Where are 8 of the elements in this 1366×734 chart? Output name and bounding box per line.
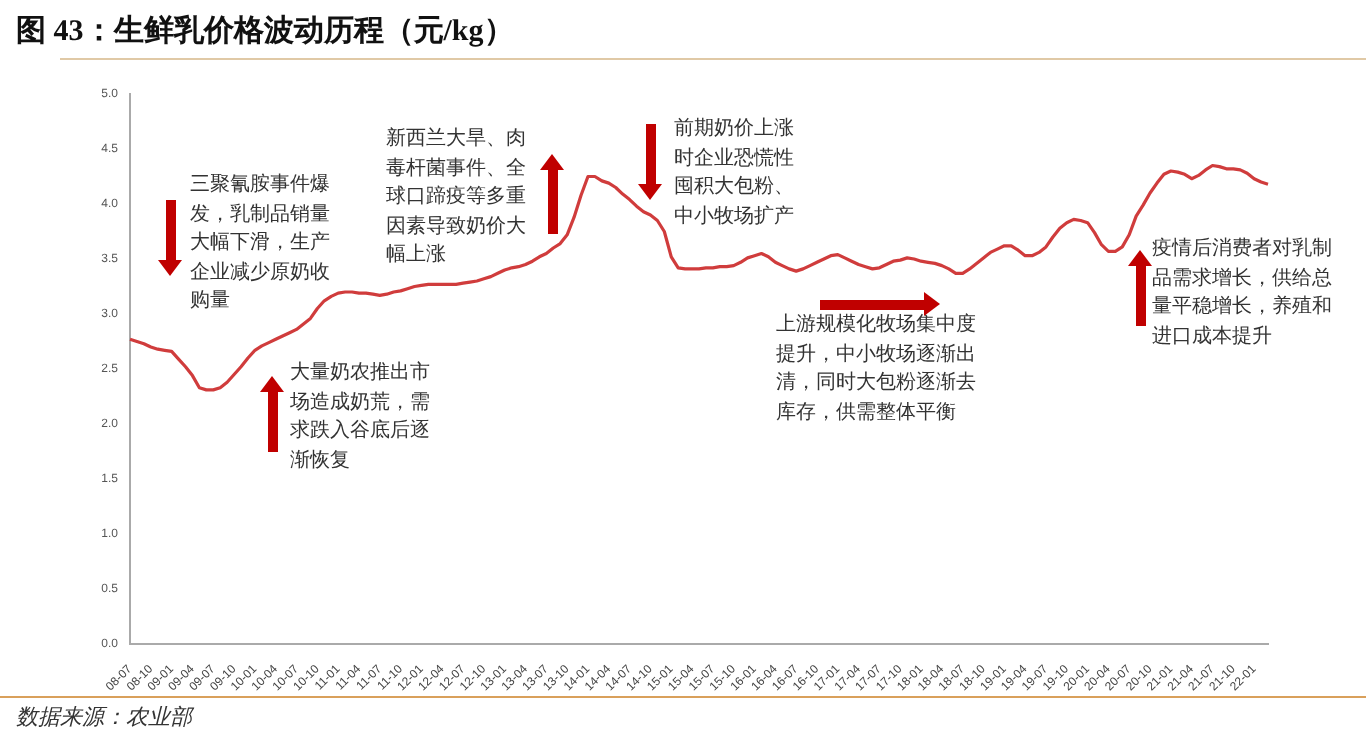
chart-title: 图 43：生鲜乳价格波动历程（元/kg）	[16, 12, 514, 50]
annotation: 前期奶价上涨时企业恐慌性囤积大包粉、中小牧场扩产	[674, 116, 796, 231]
annotation: 疫情后消费者对乳制品需求增长，供给总量平稳增长，养殖和进口成本提升	[1152, 236, 1334, 351]
annotation: 大量奶农推出市场造成奶荒，需求跌入谷底后逐渐恢复	[290, 360, 432, 475]
source-note: 数据来源：农业部	[16, 703, 192, 732]
annotation: 新西兰大旱、肉毒杆菌事件、全球口蹄疫等多重因素导致奶价大幅上涨	[386, 126, 528, 270]
annotation: 三聚氰胺事件爆发，乳制品销量大幅下滑，生产企业减少原奶收购量	[190, 172, 332, 316]
annotation: 上游规模化牧场集中度提升，中小牧场逐渐出清，同时大包粉逐渐去库存，供需整体平衡	[776, 312, 978, 427]
